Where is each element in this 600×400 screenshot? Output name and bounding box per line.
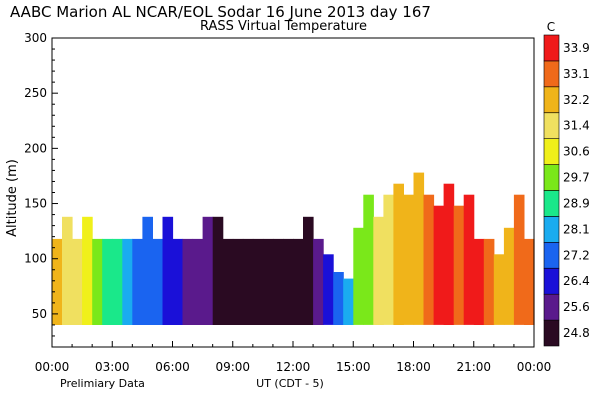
y-tick-label: 200 (24, 141, 47, 155)
heat-cell (393, 183, 404, 325)
heat-cell (102, 238, 113, 325)
colorbar-swatch (543, 319, 560, 347)
heat-cell (192, 238, 204, 325)
x-tick-label: 06:00 (155, 360, 190, 374)
heat-cell (122, 238, 133, 325)
chart-subtitle: RASS Virtual Temperature (200, 19, 367, 34)
heat-cell (242, 238, 254, 325)
heat-cell (503, 227, 515, 325)
heat-cell (443, 183, 455, 325)
x-tick-label: 09:00 (215, 360, 250, 374)
heat-cell (162, 216, 174, 325)
x-axis-label: UT (CDT - 5) (256, 377, 324, 390)
colorbar-swatch (543, 34, 560, 62)
heat-cell (202, 216, 214, 325)
heat-cell (303, 216, 314, 325)
x-tick-label: 15:00 (336, 360, 371, 374)
colorbar-label: 28.1 (563, 222, 590, 236)
x-tick-label: 18:00 (396, 360, 431, 374)
heat-cell (433, 205, 445, 325)
heat-cell (483, 238, 495, 325)
heat-cell (473, 238, 485, 325)
heat-cell (283, 238, 294, 325)
heat-cell (493, 254, 505, 325)
heat-cell (333, 272, 344, 325)
y-axis-label: Altitude (m) (5, 159, 20, 237)
colorbar-swatch (543, 86, 560, 114)
colorbar-label: 24.8 (563, 326, 590, 340)
x-tick-label: 03:00 (95, 360, 130, 374)
x-tick-label: 00:00 (517, 360, 552, 374)
colorbar-label: 31.4 (563, 119, 590, 133)
heat-cell (403, 194, 415, 325)
colorbar-label: 33.1 (563, 67, 590, 81)
colorbar-label: 33.9 (563, 41, 590, 55)
colorbar-label: 30.6 (563, 145, 590, 159)
heat-cell (453, 205, 465, 325)
x-axis: 00:00 03:00 06:00 09:00 12:00 15:00 18:00 21:00… (35, 341, 552, 374)
heat-cell (293, 238, 304, 325)
chart-title: AABC Marion AL NCAR/EOL Sodar 16 June 20… (10, 3, 431, 21)
colorbar-swatch (543, 242, 560, 269)
heat-cell (212, 216, 224, 325)
x-tick-label: 00:00 (35, 360, 70, 374)
colorbar-swatch (543, 216, 560, 243)
heat-cell (62, 216, 73, 325)
colorbar-swatch (543, 293, 560, 321)
colorbar-swatch (543, 190, 560, 217)
heat-cell (363, 194, 374, 325)
heat-cell (152, 238, 163, 325)
colorbar-swatch (543, 164, 560, 191)
y-tick-label: 50 (32, 307, 47, 321)
heat-cell (413, 172, 425, 325)
heat-cell (323, 254, 334, 325)
colorbar-label: 25.6 (563, 300, 590, 314)
heat-cell (172, 238, 184, 325)
y-tick-label: 150 (24, 197, 47, 211)
x-tick-label: 12:00 (276, 360, 311, 374)
colorbar-label: 29.7 (563, 171, 590, 185)
colorbar-unit: C (547, 20, 555, 34)
heat-cell (373, 216, 384, 325)
heat-cell (423, 194, 435, 325)
heat-cell (524, 238, 535, 325)
heat-cell (252, 238, 264, 325)
heat-cell (142, 216, 153, 325)
colorbar-swatch (543, 112, 560, 140)
heat-cell (82, 216, 93, 325)
y-tick-label: 300 (24, 31, 47, 45)
colorbar-label: 27.2 (563, 248, 590, 262)
heat-cell (222, 238, 234, 325)
heat-cell (313, 238, 324, 325)
heat-cell (182, 238, 194, 325)
heat-cell (72, 238, 83, 325)
heat-cell (463, 194, 475, 325)
colorbar-label: 28.9 (563, 197, 590, 211)
heat-cell (272, 238, 284, 325)
preliminary-note: Prelimiary Data (60, 377, 145, 390)
heat-cell (343, 278, 354, 325)
colorbar-swatch (543, 267, 560, 295)
y-tick-label: 250 (24, 86, 47, 100)
colorbar-label: 26.4 (563, 274, 590, 288)
heatmap-area (52, 172, 535, 325)
colorbar: 24.8 25.6 26.4 27.2 28.1 28.9 29.7 30.6 31.4 32.2… (543, 34, 590, 347)
heat-cell (112, 238, 123, 325)
heat-cell (92, 238, 103, 325)
colorbar-swatch (543, 60, 560, 88)
heat-cell (513, 194, 525, 325)
heat-cell (132, 238, 143, 325)
heat-cell (52, 238, 63, 325)
colorbar-swatch (543, 138, 560, 165)
colorbar-label: 32.2 (563, 93, 590, 107)
heat-cell (232, 238, 244, 325)
y-tick-label: 100 (24, 252, 47, 266)
x-tick-label: 21:00 (456, 360, 491, 374)
y-axis: 50 100 150 200 250 300 (24, 31, 58, 337)
heat-cell (383, 194, 394, 325)
heat-cell (353, 227, 364, 325)
heat-cell (262, 238, 274, 325)
